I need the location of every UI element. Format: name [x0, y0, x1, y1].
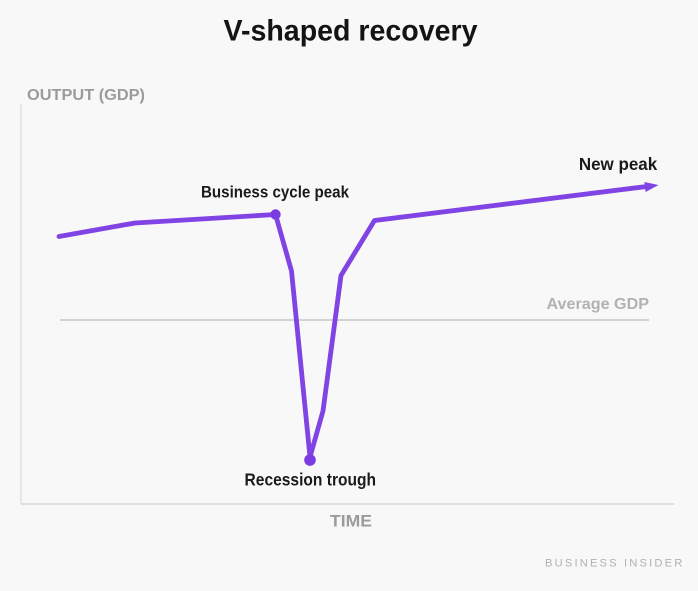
svg-text:New peak: New peak: [579, 154, 658, 174]
svg-text:OUTPUT (GDP): OUTPUT (GDP): [27, 87, 145, 104]
svg-text:V-shaped recovery: V-shaped recovery: [224, 15, 478, 48]
svg-text:Recession trough: Recession trough: [245, 470, 377, 490]
svg-text:BUSINESS INSIDER: BUSINESS INSIDER: [545, 558, 684, 570]
svg-text:TIME: TIME: [330, 513, 372, 531]
svg-text:Business cycle peak: Business cycle peak: [201, 183, 349, 202]
svg-text:Average GDP: Average GDP: [547, 296, 650, 313]
